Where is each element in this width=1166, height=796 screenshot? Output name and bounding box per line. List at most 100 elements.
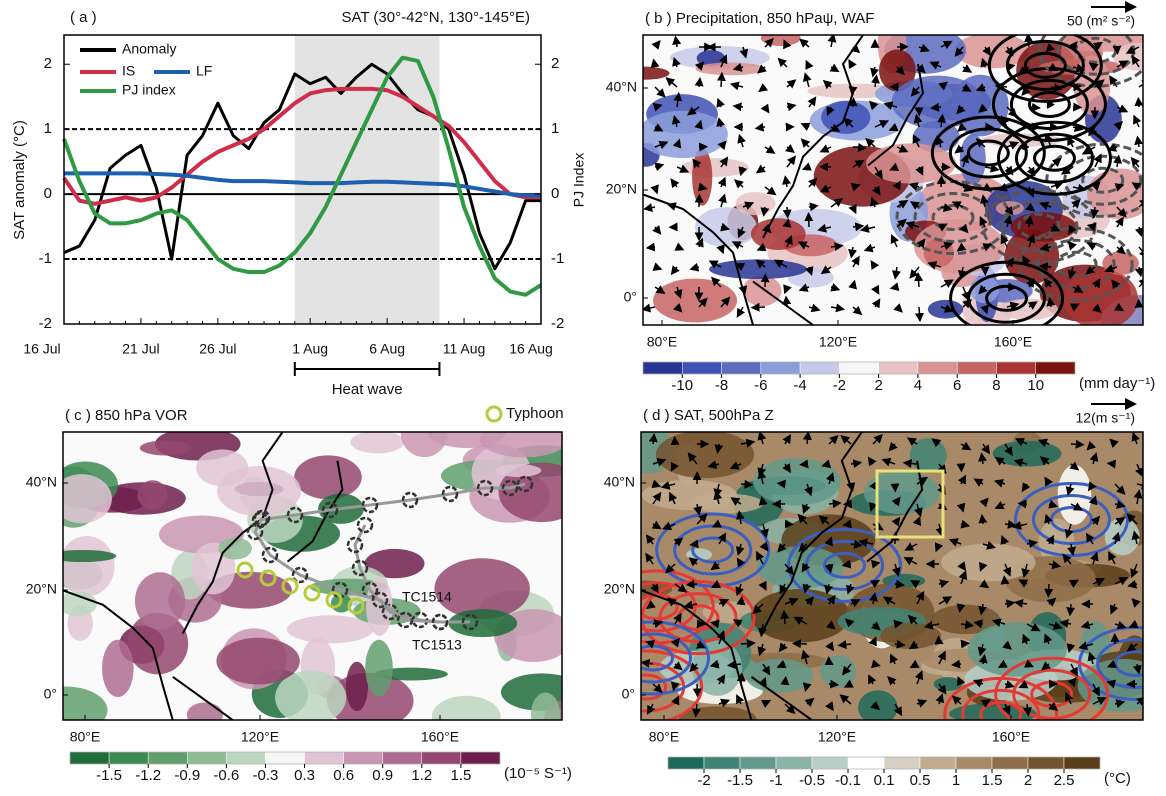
lon-label: 120°E xyxy=(818,729,856,745)
legend-label: PJ index xyxy=(122,82,176,98)
y2-tick-label: 1 xyxy=(551,120,559,137)
colorbar-tick-label: -0.6 xyxy=(213,767,239,784)
colorbar-cell xyxy=(918,362,957,374)
y2-tick-label: -2 xyxy=(551,315,564,332)
colorbar-cell xyxy=(848,757,884,769)
lat-label: 20°N xyxy=(606,181,637,197)
colorbar-tick-label: 2.5 xyxy=(1054,772,1075,789)
map-blob xyxy=(1113,43,1166,71)
colorbar-tick-label: 1 xyxy=(952,772,960,789)
colorbar-cell xyxy=(957,362,996,374)
colorbar-cell xyxy=(305,752,344,764)
vector xyxy=(1019,503,1027,504)
highlight-label: Heat wave xyxy=(332,381,403,398)
colorbar-tick-label: -2 xyxy=(833,377,846,394)
y-tick-label: -2 xyxy=(39,315,52,332)
y-axis-label: SAT anomaly (°C) xyxy=(11,120,28,240)
map-blob xyxy=(996,201,1024,215)
colorbar-unit: (mm day⁻¹) xyxy=(1079,375,1155,392)
map-blob xyxy=(217,466,301,516)
colorbar-cell xyxy=(643,362,682,374)
map-blob xyxy=(637,111,728,158)
colorbar-tick-label: -1 xyxy=(769,772,782,789)
colorbar-cell xyxy=(148,752,187,764)
map-blob xyxy=(690,494,764,514)
vector xyxy=(687,584,697,585)
colorbar-cell xyxy=(109,752,148,764)
map-blob xyxy=(137,480,167,509)
colorbar-tick-label: -0.9 xyxy=(174,767,200,784)
colorbar-cell xyxy=(1036,362,1075,374)
vector xyxy=(961,643,968,644)
colorbar-tick-label: 0.3 xyxy=(294,767,315,784)
map-blob xyxy=(751,589,850,642)
y2-tick-label: 2 xyxy=(551,55,559,72)
lat-label: 40°N xyxy=(604,474,635,490)
vector xyxy=(1070,604,1071,615)
vector xyxy=(918,274,919,287)
legend-label: Anomaly xyxy=(122,41,176,57)
map-blob xyxy=(140,440,191,455)
map-blob xyxy=(531,693,560,736)
vector xyxy=(1004,577,1005,584)
legend-label: IS xyxy=(122,63,135,79)
map-title: ( c ) 850 hPa VOR xyxy=(65,407,188,424)
map-blob xyxy=(821,101,870,134)
vector xyxy=(1073,86,1081,87)
map-blob xyxy=(275,670,346,724)
y2-axis-label: PJ Index xyxy=(571,153,587,207)
colorbar-tick-label: 1.5 xyxy=(982,772,1003,789)
colorbar-tick-label: 6 xyxy=(953,377,961,394)
vector-ref-label: 12(m s⁻¹) xyxy=(1076,410,1136,426)
vector xyxy=(808,214,809,227)
vector xyxy=(741,484,752,485)
map-blob xyxy=(941,544,1035,582)
lat-label: 20°N xyxy=(26,581,57,597)
vector xyxy=(953,664,961,665)
colorbar-cell xyxy=(461,752,500,764)
colorbar-cell xyxy=(956,757,992,769)
vector xyxy=(741,597,742,604)
colorbar-tick-label: -0.3 xyxy=(253,767,279,784)
vector xyxy=(801,464,807,465)
x-tick-label: 11 Aug xyxy=(443,341,486,357)
legend-label: LF xyxy=(196,63,212,79)
colorbar-cell xyxy=(344,752,383,764)
map-blob xyxy=(294,455,362,499)
y-tick-label: -1 xyxy=(39,250,52,267)
vector xyxy=(647,247,655,248)
vector xyxy=(784,611,785,624)
map-blob xyxy=(866,143,956,183)
colorbar-tick-label: -1.5 xyxy=(727,772,753,789)
lon-label: 160°E xyxy=(994,334,1032,350)
legend-label: Typhoon xyxy=(506,405,564,422)
colorbar-tick-label: 0.5 xyxy=(910,772,931,789)
track-label: TC1514 xyxy=(402,589,452,605)
colorbar-cell xyxy=(187,752,226,764)
colorbar-tick-label: 2 xyxy=(874,377,882,394)
colorbar-cell xyxy=(722,362,761,374)
vector xyxy=(785,677,786,684)
colorbar-cell xyxy=(761,362,800,374)
colorbar-cell xyxy=(1028,757,1064,769)
vector xyxy=(829,503,840,504)
vector xyxy=(752,307,765,308)
colorbar-tick-label: -2 xyxy=(697,772,710,789)
lon-label: 160°E xyxy=(421,729,459,745)
lat-label: 0° xyxy=(44,686,57,702)
vector xyxy=(1108,463,1115,464)
map-field xyxy=(24,408,586,738)
map-blob xyxy=(751,218,806,250)
map-blob xyxy=(59,536,115,597)
map-blob xyxy=(880,623,941,649)
highlight-band xyxy=(295,35,440,324)
x-tick-label: 16 Jul xyxy=(23,341,60,357)
map-blob xyxy=(820,655,857,687)
vector xyxy=(941,177,942,187)
legend-typhoon-marker xyxy=(487,407,501,421)
track-label: TC1513 xyxy=(412,637,462,653)
map-blob xyxy=(933,496,975,520)
vector xyxy=(961,464,962,471)
colorbar-cell xyxy=(879,362,918,374)
colorbar-tick-label: 1.5 xyxy=(450,767,471,784)
